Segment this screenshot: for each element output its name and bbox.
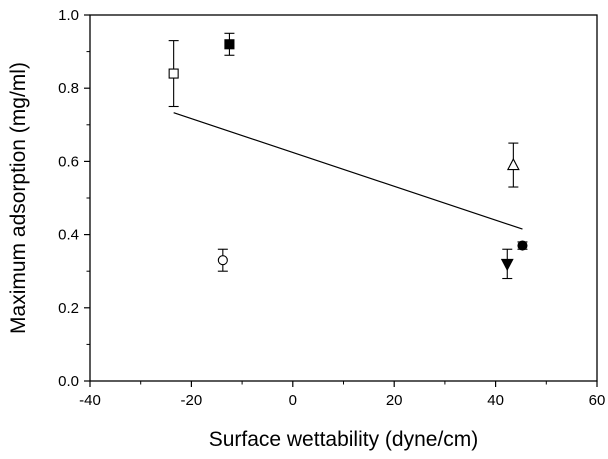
data-point-filled-circle: [517, 240, 528, 251]
x-tick-label: -20: [181, 392, 203, 409]
y-axis-title: Maximum adsorption (mg/ml): [7, 62, 30, 334]
y-tick-labels: 0.0 0.2 0.4 0.6 0.8 1.0: [58, 7, 79, 390]
x-axis-title: Surface wettability (dyne/cm): [209, 428, 479, 451]
y-tick-label: 0.0: [58, 373, 79, 390]
data-points: [168, 32, 528, 280]
x-tick-label: 0: [289, 392, 297, 409]
marker: [217, 255, 228, 266]
y-tick-label: 0.8: [58, 80, 79, 97]
data-point-open-triangle: [506, 142, 520, 188]
x-tick-label: 20: [386, 392, 403, 409]
plot-frame: [89, 14, 598, 382]
tick-group: [84, 14, 598, 387]
x-tick-labels: -40 -20 0 20 40 60: [79, 392, 605, 409]
fit-line: [173, 112, 523, 230]
y-tick-label: 0.4: [58, 227, 79, 244]
data-point-open-circle: [217, 248, 228, 272]
marker: [517, 240, 528, 251]
x-tick-label: 60: [589, 392, 606, 409]
data-point-filled-square: [224, 32, 235, 56]
marker: [506, 157, 520, 171]
y-tick-label: 0.2: [58, 300, 79, 317]
marker: [168, 68, 179, 79]
x-tick-label: 40: [487, 392, 504, 409]
x-tick-label: -40: [79, 392, 101, 409]
y-tick-label: 0.6: [58, 153, 79, 170]
data-point-open-square: [168, 40, 179, 108]
data-point-filled-triangle-down: [500, 248, 514, 280]
marker: [500, 258, 514, 272]
marker: [224, 39, 235, 50]
y-tick-label: 1.0: [58, 7, 79, 24]
